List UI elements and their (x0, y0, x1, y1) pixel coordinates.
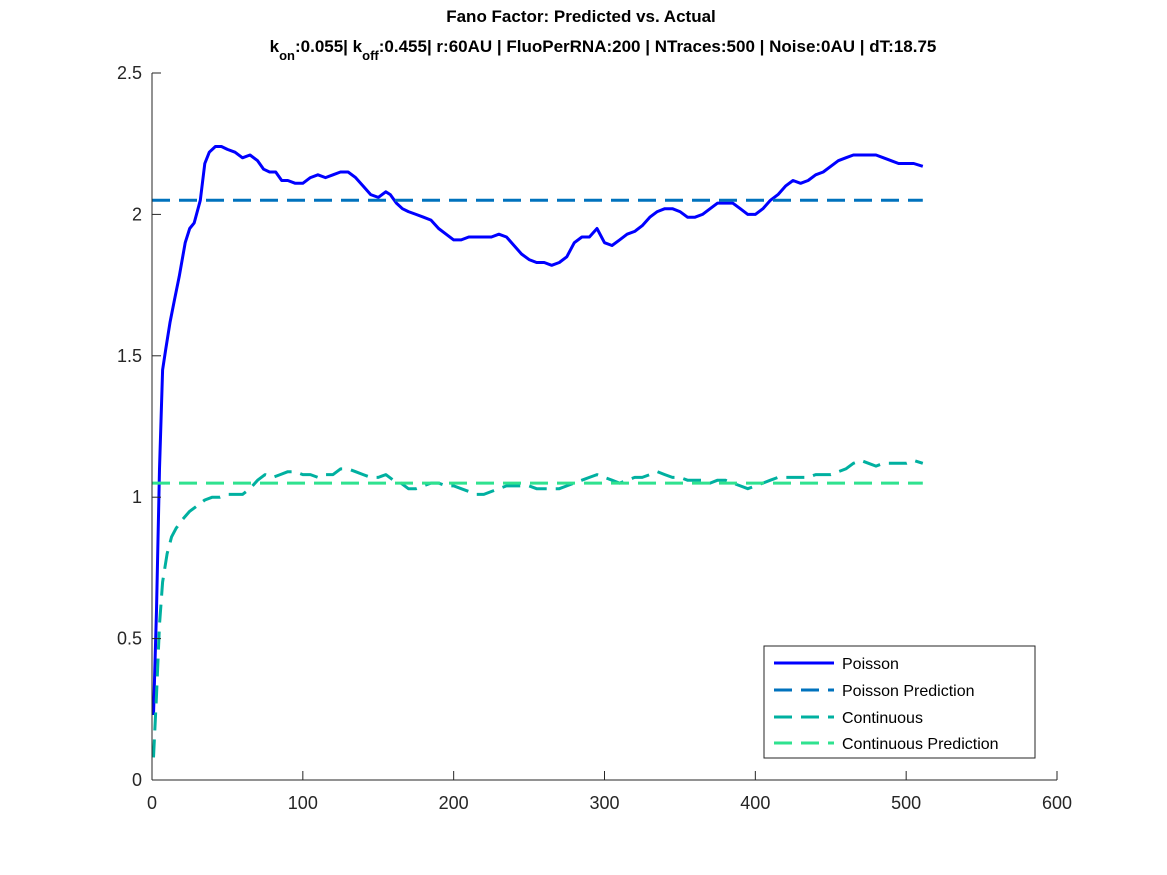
subtitle-koff-sub: off (362, 48, 379, 63)
y-tick-label: 0 (132, 770, 142, 790)
subtitle-rest: :0.455| r:60AU | FluoPerRNA:200 | NTrace… (379, 37, 937, 56)
legend-label-poisson: Poisson (842, 656, 899, 673)
series-line-poisson (152, 145, 924, 716)
y-ticks: 0 0.5 1 1.5 2 2.5 (117, 63, 161, 790)
x-tick-label: 200 (439, 793, 469, 813)
x-tick-label: 600 (1042, 793, 1072, 813)
plot-lines (152, 145, 924, 758)
y-tick-label: 1.5 (117, 346, 142, 366)
y-tick-label: 1 (132, 487, 142, 507)
subtitle-kon-sub: on (279, 48, 295, 63)
x-tick-label: 300 (589, 793, 619, 813)
series-line-continuous (152, 458, 924, 758)
subtitle-kon-base: k (270, 37, 280, 56)
legend-box (763, 645, 1036, 759)
x-tick-label: 100 (288, 793, 318, 813)
subtitle-koff-base: k (353, 37, 363, 56)
x-tick-label: 0 (147, 793, 157, 813)
legend-label-poisson-prediction: Poisson Prediction (842, 683, 975, 700)
subtitle-kon-value: :0.055| (295, 37, 353, 56)
legend: Poisson Poisson Prediction Continuous Co… (763, 645, 1036, 759)
chart-title: Fano Factor: Predicted vs. Actual (446, 7, 716, 26)
x-tick-label: 500 (891, 793, 921, 813)
legend-label-continuous-prediction: Continuous Prediction (842, 736, 999, 753)
y-tick-label: 2.5 (117, 63, 142, 83)
x-tick-label: 400 (740, 793, 770, 813)
x-ticks: 0 100 200 300 400 500 600 (147, 771, 1072, 813)
chart-subtitle: kon:0.055| koff:0.455| r:60AU | FluoPerR… (270, 37, 937, 63)
y-tick-label: 0.5 (117, 629, 142, 649)
y-tick-label: 2 (132, 204, 142, 224)
legend-label-continuous: Continuous (842, 710, 923, 727)
